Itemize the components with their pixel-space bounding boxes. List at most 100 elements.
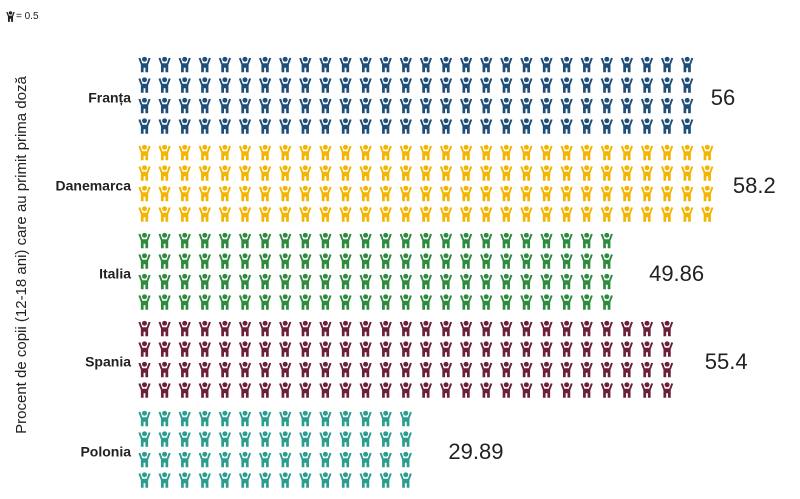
person-icon xyxy=(218,294,232,310)
person-icon xyxy=(238,185,252,202)
category-label: Spania xyxy=(85,354,131,370)
person-icon xyxy=(681,56,694,73)
person-icon xyxy=(299,97,312,114)
person-icon xyxy=(560,253,573,269)
value-label: 56 xyxy=(711,85,735,110)
person-icon xyxy=(500,77,513,93)
person-icon xyxy=(359,232,372,249)
person-icon xyxy=(379,97,392,114)
person-icon xyxy=(258,165,272,181)
person-icon xyxy=(279,410,292,427)
person-icon xyxy=(299,165,312,181)
person-icon xyxy=(138,232,151,249)
person-icon xyxy=(319,294,332,310)
person-icon xyxy=(701,144,714,161)
person-icon xyxy=(138,185,151,202)
person-icon xyxy=(339,144,352,161)
person-icon xyxy=(459,144,473,161)
person-icon xyxy=(620,341,634,357)
person-icon-partial xyxy=(681,361,690,378)
person-icon xyxy=(258,273,272,290)
person-icon xyxy=(218,144,232,161)
person-icon-partial xyxy=(419,410,432,427)
person-icon xyxy=(339,56,352,73)
person-icon xyxy=(198,253,211,269)
person-icon xyxy=(560,77,573,93)
person-icon xyxy=(540,361,553,378)
person-icon xyxy=(279,320,292,337)
person-icon xyxy=(701,206,714,222)
person-icon xyxy=(640,56,654,73)
person-icon xyxy=(480,56,493,73)
person-icon xyxy=(359,472,372,488)
person-icon xyxy=(158,185,171,202)
person-icon xyxy=(299,232,312,249)
person-icon xyxy=(701,185,714,202)
category-label: Franța xyxy=(88,90,131,106)
person-icon xyxy=(379,472,392,488)
person-icon xyxy=(258,472,272,488)
person-icon xyxy=(339,341,352,357)
person-icon xyxy=(439,361,453,378)
person-icon xyxy=(600,253,613,269)
person-icon xyxy=(138,341,151,357)
person-icon xyxy=(178,361,191,378)
person-icon xyxy=(198,144,211,161)
person-icon xyxy=(238,341,252,357)
person-icon xyxy=(238,232,252,249)
legend-person-icon xyxy=(6,10,15,22)
person-icon xyxy=(319,144,332,161)
person-icon xyxy=(560,97,573,114)
person-icon xyxy=(279,273,292,290)
legend-text: = 0.5 xyxy=(16,10,39,22)
person-icon xyxy=(178,232,191,249)
person-icon xyxy=(500,320,513,337)
person-icon xyxy=(379,294,392,310)
person-icon xyxy=(439,165,453,181)
person-icon xyxy=(299,185,312,202)
person-icon xyxy=(600,206,613,222)
person-icon xyxy=(258,431,272,447)
person-icon xyxy=(640,97,654,114)
person-icon xyxy=(359,382,372,398)
person-icon xyxy=(399,472,412,488)
category-label: Polonia xyxy=(80,444,131,460)
person-icon xyxy=(399,431,412,447)
person-icon xyxy=(158,382,171,398)
person-icon xyxy=(279,77,292,93)
person-icon xyxy=(218,253,232,269)
person-icon xyxy=(198,97,211,114)
icon-group-4 xyxy=(138,410,432,488)
person-icon xyxy=(258,361,272,378)
person-icon xyxy=(198,320,211,337)
person-icon xyxy=(500,185,513,202)
person-icon-partial xyxy=(721,165,723,181)
person-icon xyxy=(419,185,433,202)
person-icon xyxy=(620,77,634,93)
person-icon xyxy=(600,341,613,357)
person-icon xyxy=(520,206,533,222)
person-icon xyxy=(258,341,272,357)
person-icon xyxy=(339,361,352,378)
person-icon xyxy=(339,118,352,134)
person-icon xyxy=(359,341,372,357)
person-icon xyxy=(258,56,272,73)
person-icon xyxy=(660,118,674,134)
person-icon xyxy=(198,294,211,310)
person-icon xyxy=(520,97,533,114)
person-icon xyxy=(279,253,292,269)
person-icon xyxy=(459,273,473,290)
person-icon-partial xyxy=(419,431,432,447)
person-icon xyxy=(359,294,372,310)
person-icon xyxy=(480,361,493,378)
person-icon xyxy=(279,431,292,447)
person-icon-partial xyxy=(681,320,690,337)
person-icon xyxy=(439,118,453,134)
person-icon xyxy=(459,361,473,378)
person-icon-partial xyxy=(681,341,690,357)
person-icon xyxy=(138,294,151,310)
person-icon xyxy=(258,382,272,398)
person-icon xyxy=(419,361,433,378)
person-icon xyxy=(500,341,513,357)
person-icon xyxy=(258,185,272,202)
